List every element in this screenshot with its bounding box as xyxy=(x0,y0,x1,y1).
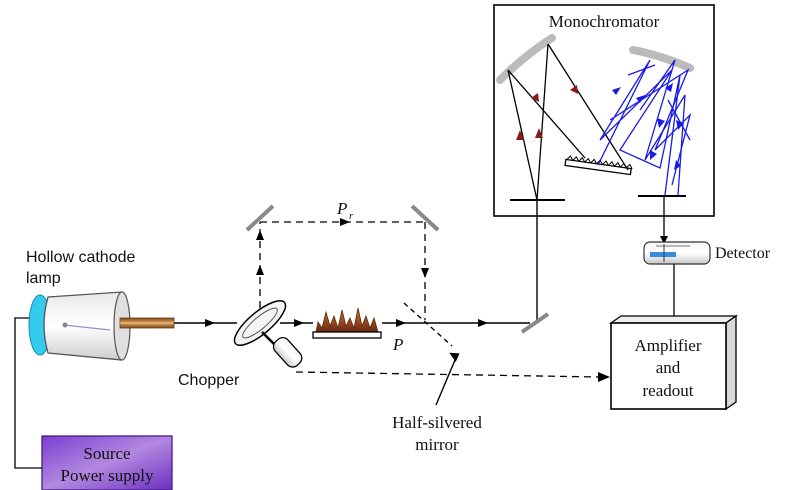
plane-mirror xyxy=(520,312,550,334)
blue-arrows xyxy=(612,83,684,170)
monochromator-label: Monochromator xyxy=(549,12,660,31)
monochromator-box xyxy=(493,4,715,217)
reference-beam-subscript: r xyxy=(349,210,354,222)
blue-rays xyxy=(597,59,692,196)
reference-mirror-right xyxy=(410,204,440,232)
amplifier-label-2: and xyxy=(656,358,681,377)
power-supply-label-2: Power supply xyxy=(60,466,154,485)
power-supply-label-1: Source xyxy=(83,444,130,463)
lamp-label-2: lamp xyxy=(26,270,61,287)
flame-atomizer xyxy=(312,307,382,339)
sample-beam-path xyxy=(174,200,538,324)
sample-beam-label: P xyxy=(392,335,403,354)
amplifier-label-3: readout xyxy=(643,381,694,400)
collimating-mirror xyxy=(496,34,556,84)
reference-mirror-left xyxy=(245,204,275,232)
detector-tube xyxy=(643,241,711,265)
chopper-label: Chopper xyxy=(178,372,240,389)
sample-beam-arrows xyxy=(205,319,488,327)
flame xyxy=(315,307,379,333)
amplifier-box xyxy=(610,322,727,410)
chopper-motor xyxy=(272,336,303,368)
source-power-supply: Source Power supply xyxy=(14,317,173,490)
half-silvered-mirror-label-2: mirror xyxy=(415,435,459,454)
red-arrows xyxy=(516,85,578,140)
chopper-disk xyxy=(233,300,287,346)
half-silvered-mirror xyxy=(403,302,453,347)
hollow-cathode-lamp: Hollow cathode lamp xyxy=(26,249,175,361)
chopper: Chopper xyxy=(178,300,303,389)
black-rays xyxy=(507,43,629,201)
reference-beam-label: P xyxy=(336,199,347,218)
half-silvered-mirror-label-1: Half-silvered xyxy=(392,413,482,432)
burner-head xyxy=(312,331,382,339)
detector-label: Detector xyxy=(715,245,771,262)
reference-beam-arrows xyxy=(256,218,429,278)
monochromator: Monochromator xyxy=(493,4,715,217)
chopper-sync-signal xyxy=(295,371,601,378)
amplifier-label-1: Amplifier xyxy=(634,336,701,355)
amplifier-readout: Amplifier and readout xyxy=(608,314,739,411)
focusing-mirror xyxy=(629,46,694,72)
detector: Detector xyxy=(643,196,771,323)
power-supply-box xyxy=(41,435,173,490)
half-silvered-mirror-pointer xyxy=(435,359,456,406)
lamp-label-1: Hollow cathode xyxy=(26,249,136,266)
